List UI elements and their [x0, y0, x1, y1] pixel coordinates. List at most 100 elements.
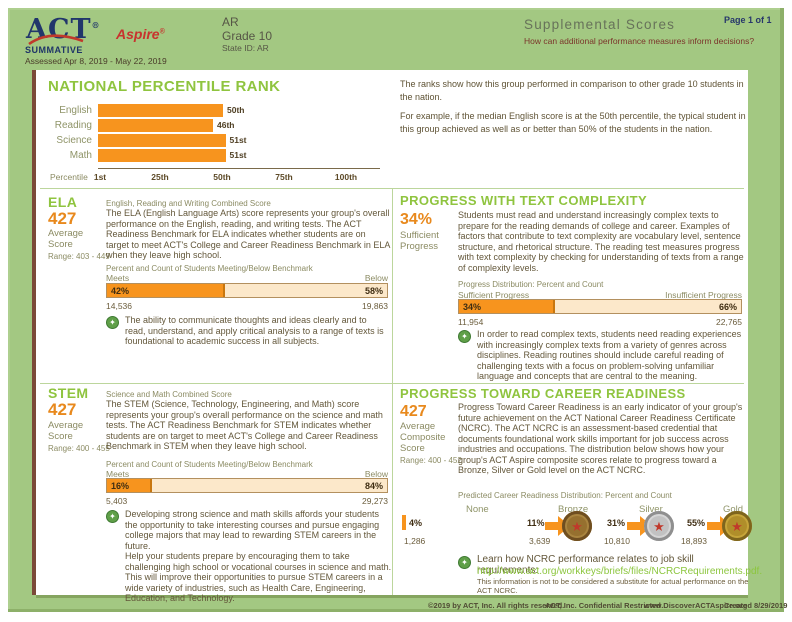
text-complexity-title: PROGRESS WITH TEXT COMPLEXITY [400, 193, 648, 208]
stem-score: 427 [48, 400, 77, 419]
level-name-bronze: Bronze [558, 504, 589, 515]
x-tick-1st: 1st [93, 172, 107, 182]
bar-english [98, 104, 223, 117]
bar-value-science: 51st [229, 135, 247, 145]
footer-created-date: Created 8/29/2019 [724, 601, 788, 610]
chart-category-english: English [59, 105, 92, 116]
ela-score: 427 [48, 209, 77, 228]
org-name: AR [222, 15, 239, 29]
page-indicator: Page 1 of 1 [724, 15, 772, 25]
bar-math [98, 149, 226, 162]
percentile-paragraph-1: The ranks show how this group performed … [400, 79, 744, 102]
text-complexity-note: In order to read complex texts, students… [477, 329, 742, 381]
compass-star-icon: ✦ [106, 316, 119, 329]
bar-value-math: 51st [229, 150, 247, 160]
stem-note: Developing strong science and math skill… [125, 509, 392, 603]
footer-website: www.DiscoverACTAspire.org [644, 601, 748, 610]
gold-count: 18,893 [681, 536, 707, 546]
ela-benchmark-bar: 42% 58% [106, 283, 388, 298]
stem-section-title: STEM [48, 385, 89, 401]
stem-range: Range: 400 - 455 [48, 444, 110, 453]
sufficient-fill [459, 300, 555, 313]
bar-reading [98, 119, 213, 132]
bronze-medal-icon: ★ [562, 511, 592, 541]
insufficient-count: 22,765 [716, 317, 742, 327]
chart-bar-row: 51st [98, 134, 247, 147]
level-name-gold: Gold [723, 504, 744, 515]
stem-below-label: Below [364, 469, 388, 479]
ela-below-label: Below [364, 273, 388, 283]
bar-science [98, 134, 226, 147]
level-name-silver: Silver [639, 504, 663, 515]
ela-below-pct: 58% [364, 286, 383, 296]
aspire-reg-mark: ® [159, 28, 165, 36]
stem-below-pct: 84% [364, 481, 383, 491]
compass-star-icon: ✦ [458, 330, 471, 343]
gold-medal-icon: ★ [722, 511, 752, 541]
none-bar [402, 515, 406, 530]
act-swoosh-icon [28, 34, 84, 46]
report-title: Supplemental Scores [524, 17, 676, 32]
act-reg-mark: ® [91, 20, 101, 30]
divider [40, 188, 744, 189]
bronze-count: 3,639 [529, 536, 551, 546]
text-complexity-bar-title: Progress Distribution: Percent and Count [458, 280, 604, 289]
stem-subtitle: Science and Math Combined Score [106, 390, 232, 399]
footer-copyright: ©2019 by ACT, Inc. All rights reserved. [428, 601, 565, 610]
chart-bar-row: 50th [98, 104, 244, 117]
career-range: Range: 400 - 452 [400, 456, 462, 465]
career-body: Progress Toward Career Readiness is an e… [458, 402, 743, 475]
x-tick-50th: 50th [213, 172, 231, 182]
divider [40, 383, 744, 384]
x-axis-label: Percentile [50, 172, 88, 182]
none-pct: 4% [409, 518, 423, 528]
compass-star-icon: ✦ [458, 556, 471, 569]
x-tick-100th: 100th [334, 172, 358, 182]
chart-bar-row: 46th [98, 119, 234, 132]
career-bar-title: Predicted Career Readiness Distribution:… [458, 491, 672, 500]
ela-meets-pct: 42% [111, 286, 130, 296]
sufficient-progress-label: Sufficient Progress [458, 290, 530, 300]
ncrc-requirements-link[interactable]: http://www.act.org/workkeys/briefs/files… [477, 566, 763, 577]
career-score: 427 [400, 403, 427, 420]
stem-bar-title: Percent and Count of Students Meeting/Be… [106, 460, 313, 469]
chart-category-science: Science [56, 135, 92, 146]
stem-score-label: Average Score [48, 420, 84, 442]
career-fine-print: This information is not to be considered… [477, 577, 749, 595]
aspire-logo: Aspire® [116, 26, 165, 42]
report-subtitle: How can additional performance measures … [524, 36, 755, 46]
career-score-label: Average Composite Score [400, 421, 446, 454]
sufficient-count: 11,954 [458, 317, 484, 327]
ela-bar-title: Percent and Count of Students Meeting/Be… [106, 264, 313, 273]
ela-score-label: Average Score [48, 228, 84, 250]
career-note: Learn how NCRC performance relates to jo… [477, 554, 694, 576]
sufficient-pct: 34% [463, 302, 482, 312]
ela-meets-label: Meets [106, 273, 130, 283]
assessed-dates: Assessed Apr 8, 2019 - May 22, 2019 [25, 56, 167, 66]
insufficient-progress-label: Insufficient Progress [665, 290, 742, 300]
x-axis-line [98, 168, 380, 169]
text-complexity-score: 34% [400, 211, 433, 228]
bronze-pct: 11% [527, 518, 545, 528]
grade-label: Grade 10 [222, 29, 273, 43]
program-label: SUMMATIVE [25, 45, 83, 55]
footer-confidential: ACT, Inc. Confidential Restricted [545, 601, 661, 610]
chart-category-math: Math [69, 150, 92, 161]
ela-section-title: ELA [48, 194, 78, 210]
text-complexity-body: Students must read and understand increa… [458, 210, 744, 273]
ela-below-count: 19,863 [362, 301, 388, 311]
gold-pct: 55% [687, 518, 706, 528]
divider [392, 189, 393, 595]
percentile-paragraph-2: For example, if the median English score… [400, 111, 746, 134]
none-count: 1,286 [404, 536, 426, 546]
stem-meets-count: 5,403 [106, 496, 128, 506]
ela-body: The ELA (English Language Arts) score re… [106, 208, 390, 260]
silver-count: 10,810 [604, 536, 630, 546]
stem-body: The STEM (Science, Technology, Engineeri… [106, 399, 383, 451]
stem-benchmark-bar: 16% 84% [106, 478, 388, 493]
chart-category-reading: Reading [54, 120, 92, 131]
state-id: State ID: AR [222, 43, 269, 53]
level-name-none: None [466, 504, 489, 515]
ela-meets-count: 14,536 [106, 301, 132, 311]
